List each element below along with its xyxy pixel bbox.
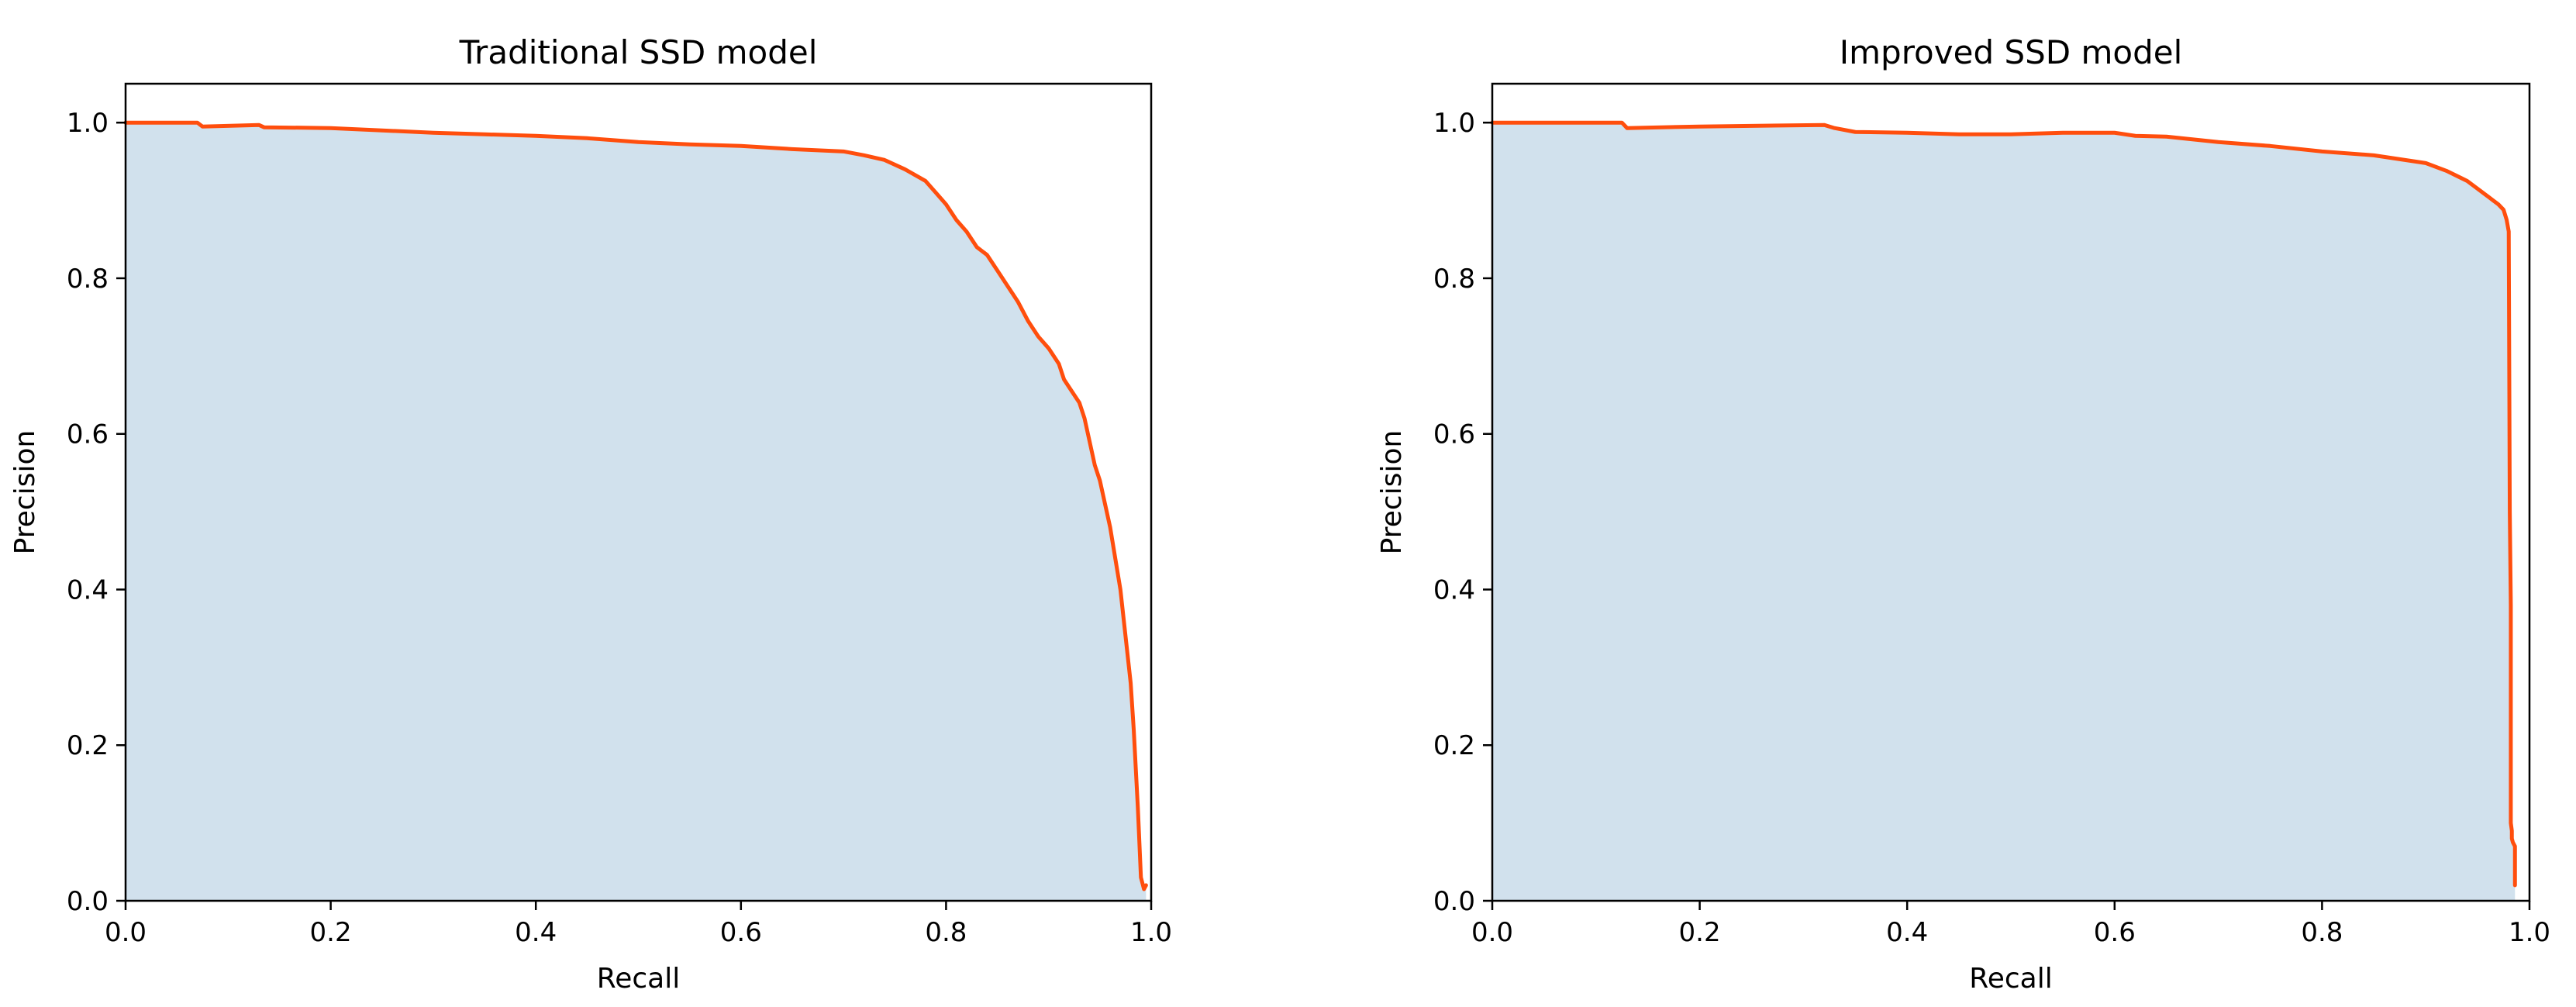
x-tick-label: 0.0 [105,917,147,948]
y-tick-label: 0.8 [67,264,109,295]
y-tick-label: 0.8 [1433,264,1475,295]
x-tick-label: 0.8 [925,917,967,948]
y-tick-label: 0.0 [1433,886,1475,917]
y-tick-label: 0.6 [67,419,109,450]
chart-2: 0.0 0.2 0.4 0.6 0.8 1.0 0.0 0.2 0.4 0.6 0.8 1.0 Impr… [1376,33,2550,995]
x-axis-label: Recall [597,963,680,995]
y-axis-label: Precision [9,430,41,555]
chart-title: Traditional SSD model [459,33,818,71]
x-tick-label: 0.2 [310,917,352,948]
axes-frame [1491,82,2531,902]
y-tick-label: 1.0 [67,108,109,139]
y-tick-label: 0.4 [1433,574,1475,605]
pr-curve-line [1490,120,2517,888]
pr-curve-line [123,120,1148,891]
x-axis-label: Recall [1969,963,2052,995]
chart-1: 0.0 0.2 0.4 0.6 0.8 1.0 0.0 0.2 0.4 0.6 0.8 1.0 Trad… [9,33,1172,995]
x-tick-label: 1.0 [1130,917,1172,948]
x-tick-label: 0.8 [2301,917,2343,948]
x-tick-label: 0.0 [1471,917,1513,948]
x-tick-label: 0.4 [1886,917,1928,948]
y-tick-label: 1.0 [1433,108,1475,139]
y-tick-label: 0.2 [1433,730,1475,761]
y-axis-label: Precision [1376,430,1408,555]
area-fill [1492,122,2516,901]
x-tick-label: 0.6 [2094,917,2136,948]
chart-title: Improved SSD model [1840,33,2183,71]
x-tick-label: 1.0 [2509,917,2550,948]
area-fill [126,122,1147,901]
y-tick-label: 0.6 [1433,419,1475,450]
y-tick-label: 0.2 [67,730,109,761]
axes-frame [124,82,1153,902]
y-tick-label: 0.4 [67,574,109,605]
x-tick-label: 0.6 [720,917,762,948]
x-tick-label: 0.2 [1679,917,1721,948]
y-tick-label: 0.0 [67,886,109,917]
x-tick-label: 0.4 [515,917,557,948]
